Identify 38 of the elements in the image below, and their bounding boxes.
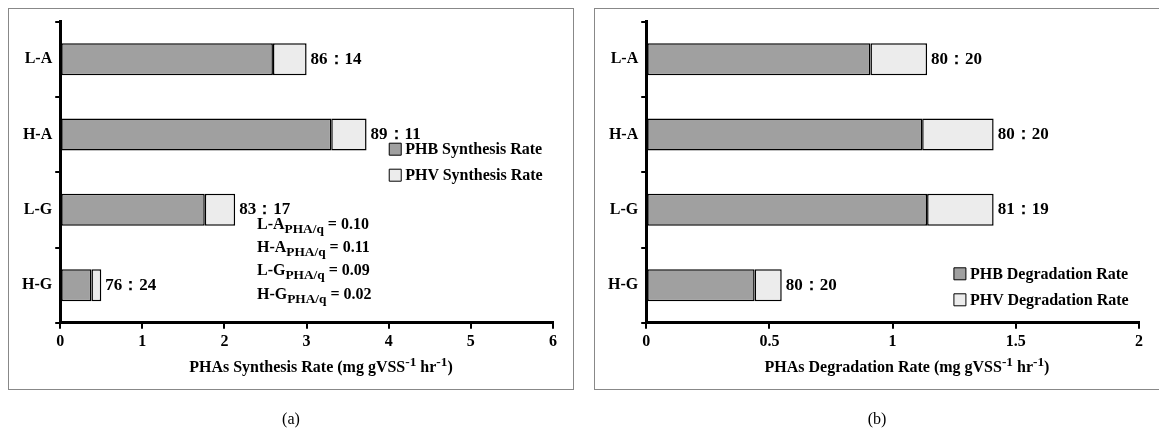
annotation: 81：19 [997, 199, 1049, 219]
y-tick-label: L-A [610, 49, 639, 67]
x-tick-label: 3 [302, 331, 311, 349]
x-tick-label: 0 [56, 331, 65, 349]
x-tick-label: 1 [138, 331, 147, 349]
x-tick-label: 5 [466, 331, 475, 349]
annotation: 76：24 [105, 274, 157, 294]
x-tick-label: 2 [1135, 331, 1143, 349]
x-tick-label: 1.5 [1005, 331, 1026, 349]
annotation: 86：14 [310, 48, 363, 68]
y-tick-label: L-G [609, 199, 639, 217]
y-tick-label: H-A [22, 124, 53, 142]
y-tick-label: L-G [23, 199, 53, 217]
annotation: 80：20 [997, 123, 1049, 143]
x-tick-label: 2 [220, 331, 229, 349]
x-tick-label: 6 [549, 331, 557, 349]
y-tick-label: H-G [22, 275, 53, 293]
annotation: H-G$_{PHA/q}$ = 0.02 [257, 284, 372, 308]
x-tick-label: 0.5 [759, 331, 780, 349]
text: (a) [281, 410, 301, 428]
annotation: H-A$_{PHA/q}$ = 0.11 [257, 238, 371, 262]
legend-label: PHB Synthesis Rate [405, 140, 543, 159]
x-axis-title: PHAs Degradation Rate (mg gVSS$^{-1}$ hr$^{-1}$) [763, 354, 1051, 377]
x-tick-label: 4 [384, 331, 393, 349]
legend-label: PHB Degradation Rate [969, 264, 1129, 283]
x-axis-title: PHAs Synthesis Rate (mg gVSS$^{-1}$ hr$^{-1}$) [188, 354, 454, 377]
annotation: 80：20 [931, 48, 983, 68]
annotation: L-G$_{PHA/q}$ = 0.09 [257, 261, 371, 285]
legend-label: PHV Synthesis Rate [405, 166, 543, 185]
y-tick-label: L-A [24, 49, 53, 67]
y-tick-label: H-G [608, 275, 639, 293]
annotation: 80：20 [785, 274, 837, 294]
y-tick-label: H-A [608, 124, 639, 142]
annotation: 89：11 [370, 123, 421, 143]
legend-label: PHV Degradation Rate [969, 290, 1129, 309]
x-tick-label: 0 [642, 331, 651, 349]
text: (b) [866, 410, 888, 428]
x-tick-label: 1 [888, 331, 897, 349]
